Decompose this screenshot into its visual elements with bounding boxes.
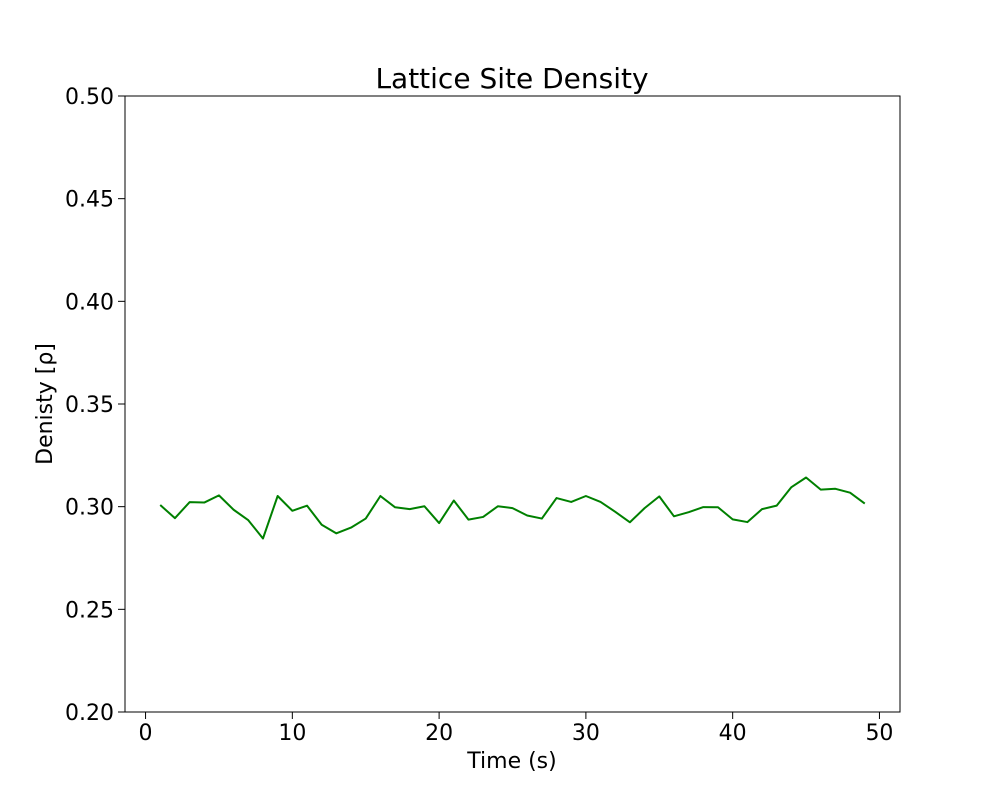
x-tick-label: 40 bbox=[719, 721, 747, 746]
x-tick-label: 10 bbox=[278, 721, 306, 746]
y-tick-label: 0.45 bbox=[65, 188, 114, 213]
x-tick-label: 20 bbox=[425, 721, 453, 746]
y-tick-label: 0.20 bbox=[65, 701, 114, 726]
series-line-0 bbox=[159, 476, 866, 540]
chart-title: Lattice Site Density bbox=[375, 62, 648, 95]
x-tick-label: 50 bbox=[865, 721, 893, 746]
y-tick-label: 0.40 bbox=[65, 290, 114, 315]
plot-frame bbox=[124, 95, 901, 713]
x-tick-label: 30 bbox=[572, 721, 600, 746]
y-tick-label: 0.50 bbox=[65, 85, 114, 110]
y-tick-label: 0.25 bbox=[65, 598, 114, 623]
x-axis-label: Time (s) bbox=[466, 749, 556, 774]
y-axis-label: Denisty [ρ] bbox=[33, 343, 58, 465]
x-axis-ticks: 0 10 20 30 40 50 bbox=[139, 712, 893, 746]
plot-series bbox=[159, 476, 866, 540]
y-tick-label: 0.35 bbox=[65, 393, 114, 418]
y-axis-ticks: 0.20 0.25 0.30 0.35 0.40 0.45 0.50 bbox=[65, 85, 125, 726]
x-tick-label: 0 bbox=[139, 721, 153, 746]
y-tick-label: 0.30 bbox=[65, 496, 114, 521]
